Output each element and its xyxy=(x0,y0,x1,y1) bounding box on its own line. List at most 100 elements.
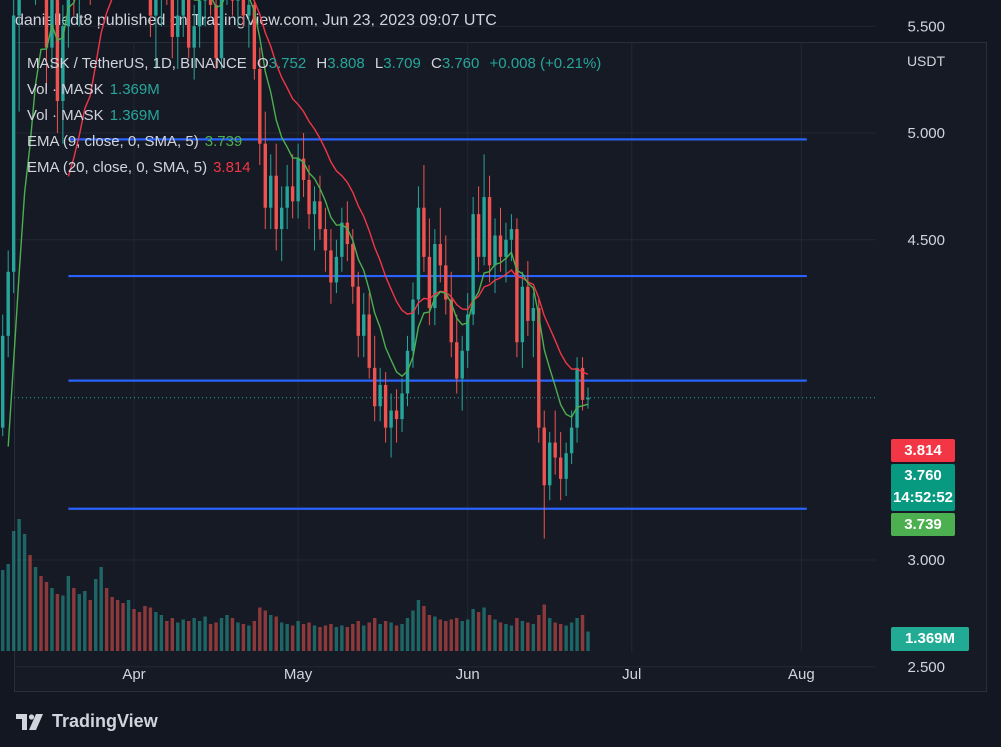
volume-bar xyxy=(165,621,169,651)
currency-label: USDT xyxy=(907,53,946,69)
tradingview-brand[interactable]: TradingView xyxy=(16,711,158,732)
ema20-value: 3.814 xyxy=(213,159,251,176)
volume-bar xyxy=(520,621,525,651)
volume-bar xyxy=(269,615,273,651)
ema20-label: EMA (20, close, 0, SMA, 5) xyxy=(27,159,208,176)
volume-bar xyxy=(88,600,92,651)
candle-body xyxy=(378,384,382,407)
candles xyxy=(1,0,590,539)
candle-body xyxy=(241,0,246,16)
chart-frame[interactable] xyxy=(14,42,987,692)
candle-body xyxy=(230,0,235,1)
volume-bar xyxy=(28,555,32,651)
volume-bar xyxy=(33,567,38,651)
candle-body xyxy=(405,350,410,394)
candle-body xyxy=(214,4,218,59)
x-tick-label: Jul xyxy=(622,666,641,683)
volume-bar xyxy=(394,625,399,651)
volume-bar xyxy=(208,624,213,651)
volume-bar xyxy=(471,609,475,651)
candle-body xyxy=(318,201,322,230)
candle-body xyxy=(356,286,360,336)
ema20-line xyxy=(67,0,589,376)
candle-body xyxy=(1,335,5,428)
volume-bar xyxy=(187,621,191,651)
volume-bar xyxy=(279,622,284,651)
volume-bar xyxy=(104,588,109,651)
volume-bar xyxy=(438,619,443,651)
candle-body xyxy=(6,271,10,336)
candle-body xyxy=(586,397,590,400)
x-tick-label: Apr xyxy=(122,666,145,683)
volume-bar xyxy=(170,618,174,651)
symbol-legend[interactable]: MASK / TetherUS, 1D, BINANCE O3.752 H3.8… xyxy=(27,55,601,72)
candle-body xyxy=(61,26,65,101)
volume-bar xyxy=(482,607,486,651)
y-tick-label: 2.500 xyxy=(907,659,945,676)
ema9-label: EMA (9, close, 0, SMA, 5) xyxy=(27,133,199,150)
open-label: O xyxy=(256,55,269,72)
volume-bar xyxy=(11,531,16,651)
candle-body xyxy=(219,0,224,59)
ema9-legend[interactable]: EMA (9, close, 0, SMA, 5) 3.739 xyxy=(27,133,242,150)
candle-body xyxy=(247,4,251,16)
volume-bar xyxy=(17,519,21,651)
volume-bar xyxy=(247,625,251,651)
volume-bar xyxy=(22,534,27,651)
volume-bar xyxy=(334,627,339,651)
volume-bar xyxy=(39,576,43,651)
volume-bar xyxy=(515,618,519,651)
candle-body xyxy=(537,308,541,428)
volume-bar xyxy=(542,604,546,651)
low-value: 3.709 xyxy=(383,55,421,72)
volume-bar xyxy=(6,564,10,651)
volume-bar xyxy=(258,607,262,651)
candle-body xyxy=(17,0,21,16)
volume-bar xyxy=(372,618,377,651)
candle-body xyxy=(438,244,443,266)
ema9-line xyxy=(7,0,589,447)
candle-body xyxy=(208,0,213,5)
candle-body xyxy=(564,453,568,479)
volume-bar xyxy=(449,619,453,651)
candle-body xyxy=(285,186,289,208)
volume-bar xyxy=(416,600,421,651)
volume-bars xyxy=(1,519,590,651)
ema20-legend[interactable]: EMA (20, close, 0, SMA, 5) 3.814 xyxy=(27,159,251,176)
candle-body xyxy=(372,367,377,407)
ema9-price-tag: 3.739 xyxy=(891,513,955,536)
volume-bar xyxy=(586,631,590,651)
volume-bar xyxy=(83,591,87,651)
volume-bar xyxy=(405,618,410,651)
candle-body xyxy=(307,179,311,215)
volume-bar xyxy=(537,615,541,651)
volume-bar xyxy=(72,588,76,651)
candle-body xyxy=(580,367,585,400)
volume-legend-2[interactable]: Vol · MASK 1.369M xyxy=(27,107,160,124)
volume-bar xyxy=(487,615,492,651)
candle-body xyxy=(465,314,470,351)
candle-body xyxy=(569,427,574,454)
ema20-price-tag: 3.814 xyxy=(891,439,955,462)
volume-bar xyxy=(301,624,306,651)
candle-body xyxy=(279,207,284,230)
brand-name: TradingView xyxy=(52,711,158,731)
volume-legend-1[interactable]: Vol · MASK 1.369M xyxy=(27,81,160,98)
candle-body xyxy=(296,158,300,202)
candle-body xyxy=(411,299,415,351)
volume-bar xyxy=(345,627,350,651)
volume-price-tag: 1.369M xyxy=(891,627,969,651)
volume-bar xyxy=(378,624,382,651)
volume-bar xyxy=(400,624,404,651)
volume-bar xyxy=(77,594,81,651)
candle-body xyxy=(362,314,366,336)
volume-bar xyxy=(285,624,289,651)
volume-bar xyxy=(154,612,158,651)
candle-body xyxy=(422,207,426,257)
candle-body xyxy=(269,175,273,208)
volume-bar xyxy=(192,618,196,651)
volume-bar xyxy=(230,618,235,651)
volume-bar xyxy=(50,588,54,651)
candle-body xyxy=(340,222,344,257)
